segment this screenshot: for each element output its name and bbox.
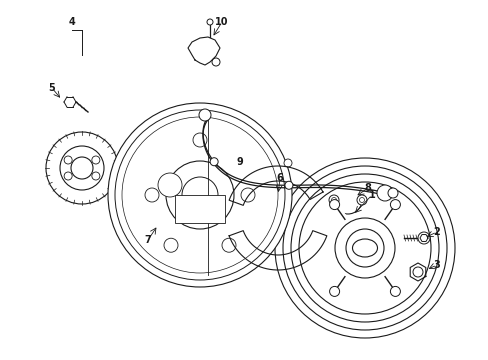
Circle shape [346, 229, 383, 267]
Circle shape [274, 158, 454, 338]
Text: 8: 8 [364, 183, 371, 193]
Circle shape [334, 218, 394, 278]
Circle shape [165, 161, 234, 229]
Text: 5: 5 [48, 83, 55, 93]
Circle shape [387, 188, 397, 198]
Bar [175, 195, 224, 223]
Circle shape [283, 166, 446, 330]
Text: 3: 3 [433, 260, 440, 270]
Ellipse shape [352, 239, 377, 257]
Circle shape [60, 146, 104, 190]
Text: 6: 6 [276, 173, 283, 183]
Text: 9: 9 [236, 157, 243, 167]
Circle shape [115, 110, 285, 280]
Circle shape [145, 188, 159, 202]
Circle shape [389, 199, 400, 210]
Circle shape [356, 195, 366, 205]
Text: 4: 4 [68, 17, 75, 27]
Text: 10: 10 [215, 17, 228, 27]
Text: 1: 1 [368, 190, 375, 200]
Circle shape [64, 156, 72, 164]
Circle shape [284, 159, 291, 167]
Circle shape [241, 188, 254, 202]
Circle shape [290, 174, 438, 322]
Circle shape [92, 156, 100, 164]
Circle shape [193, 133, 206, 147]
Circle shape [412, 267, 422, 277]
Circle shape [122, 117, 278, 273]
Text: 7: 7 [144, 235, 151, 245]
Circle shape [71, 157, 93, 179]
Circle shape [329, 199, 339, 210]
Circle shape [212, 58, 220, 66]
Circle shape [64, 172, 72, 180]
Circle shape [376, 185, 392, 201]
Circle shape [206, 19, 213, 25]
Circle shape [329, 287, 339, 296]
Circle shape [331, 198, 336, 202]
Circle shape [108, 103, 291, 287]
Circle shape [46, 132, 118, 204]
Circle shape [199, 109, 210, 121]
Circle shape [298, 182, 430, 314]
Circle shape [285, 181, 292, 189]
Circle shape [359, 198, 364, 202]
Circle shape [158, 173, 182, 197]
Circle shape [182, 177, 218, 213]
Circle shape [222, 238, 236, 252]
Circle shape [328, 195, 338, 205]
Circle shape [389, 287, 400, 296]
Circle shape [163, 238, 178, 252]
Text: 2: 2 [433, 227, 440, 237]
Circle shape [92, 172, 100, 180]
Circle shape [417, 232, 429, 244]
Circle shape [210, 158, 218, 166]
